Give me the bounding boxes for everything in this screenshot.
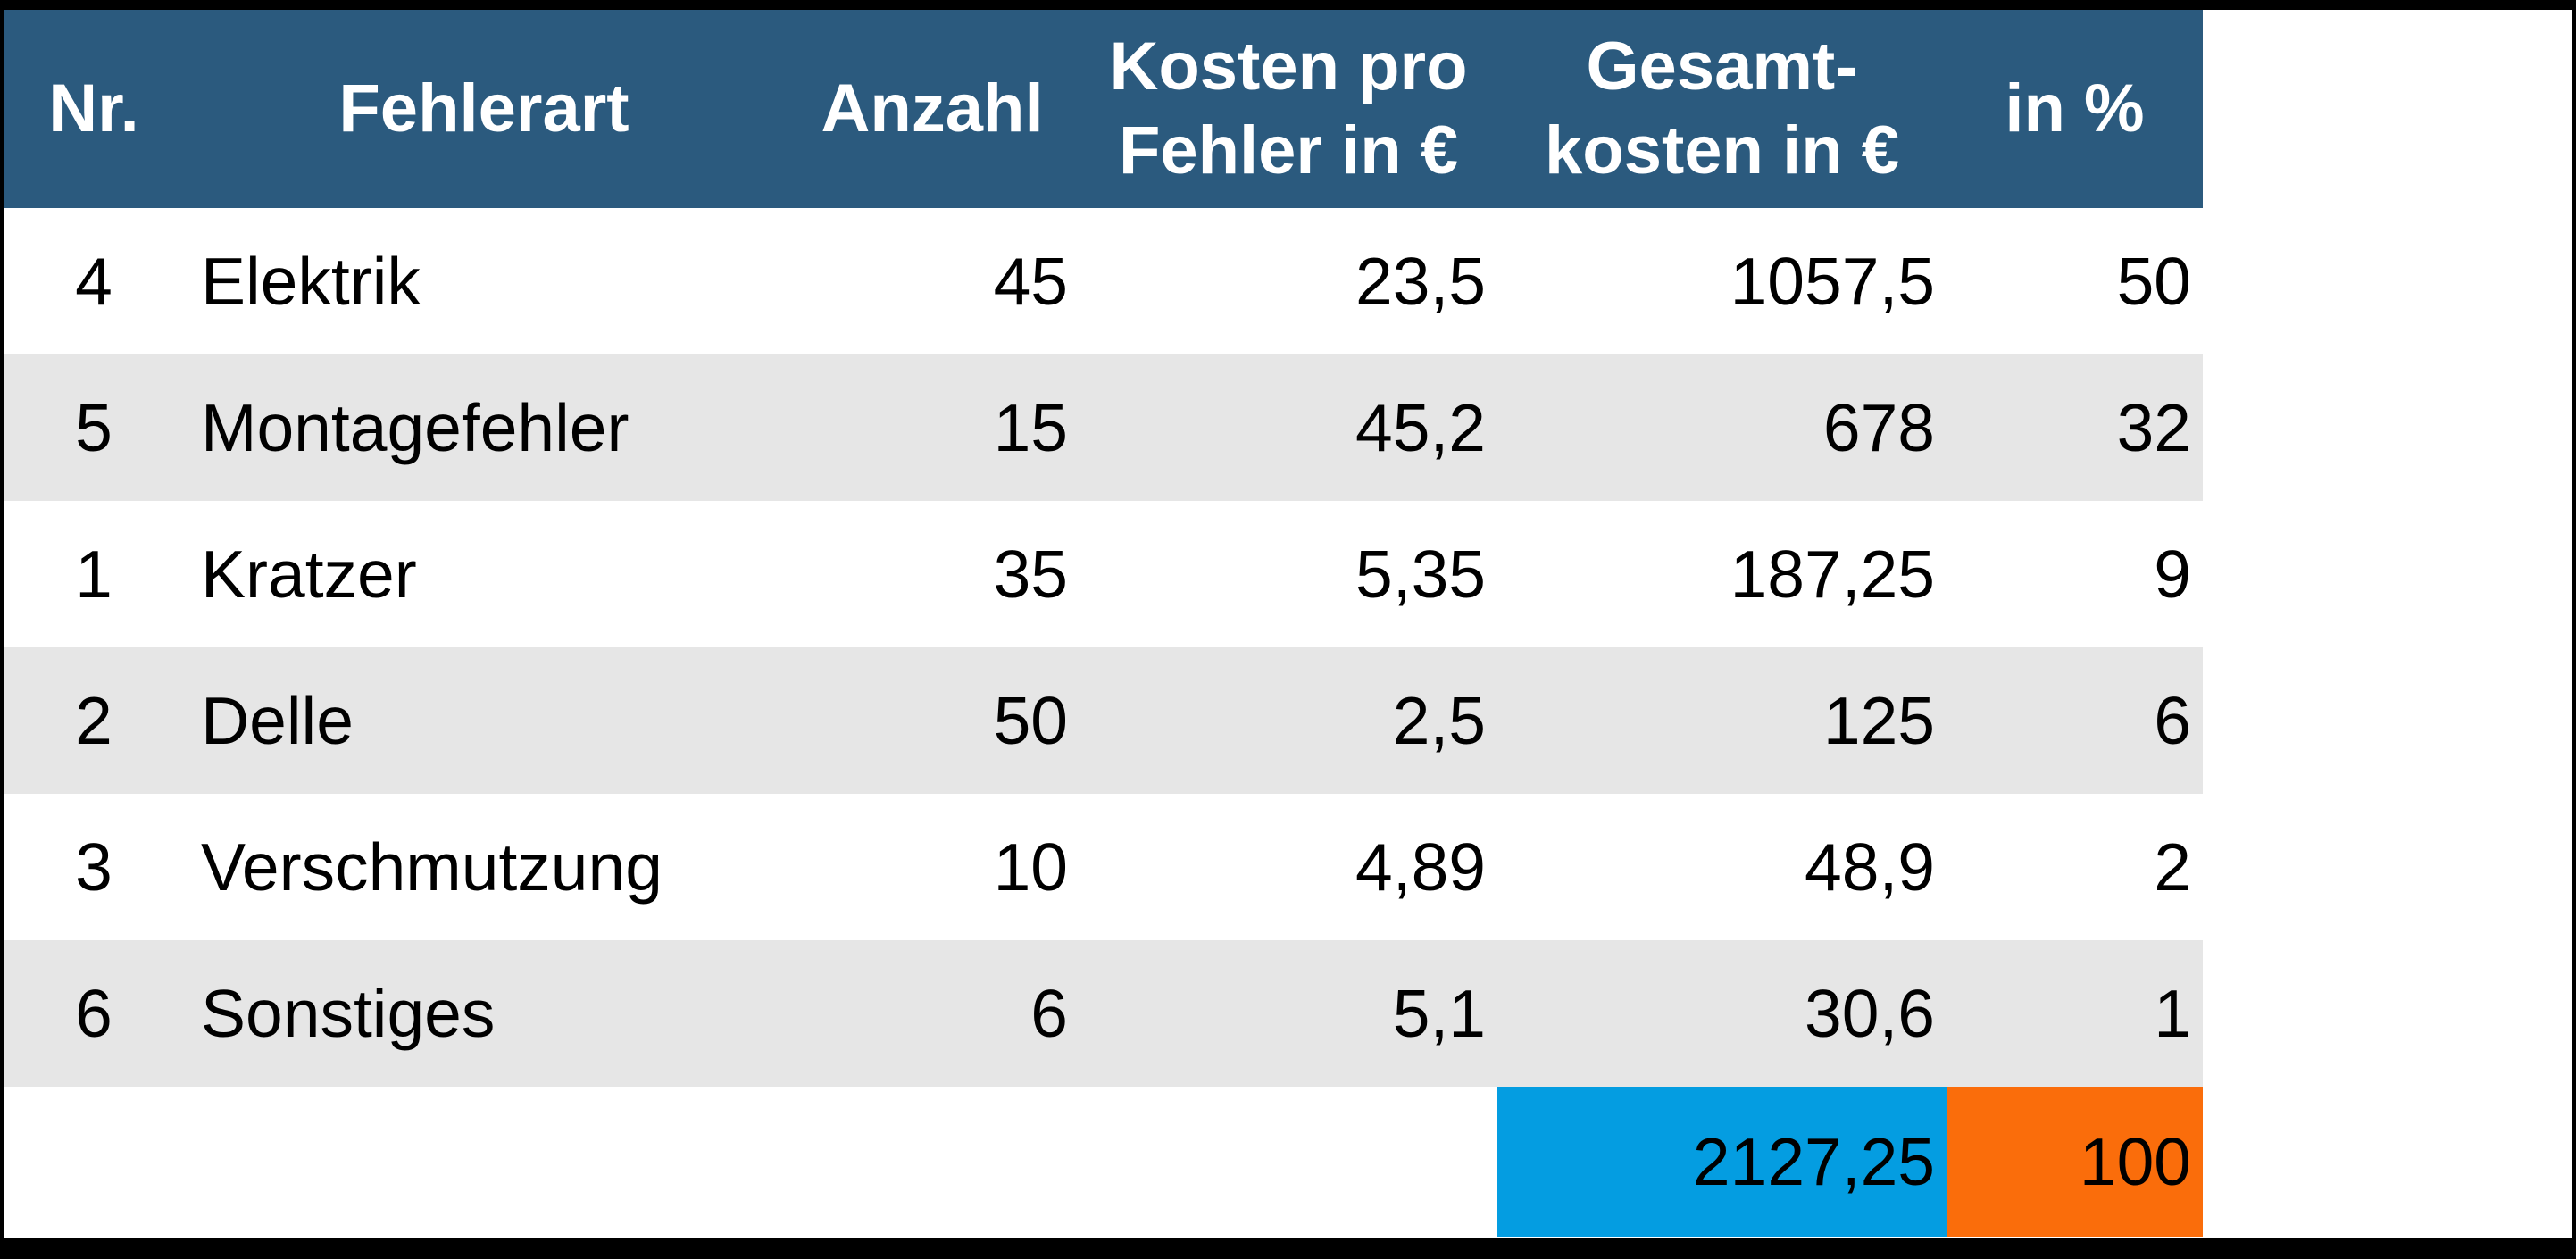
cell-nr: 6 — [4, 940, 183, 1087]
content-area: Nr. Fehlerart Anzahl Kosten pro Fehler i… — [4, 10, 2572, 1238]
cell-gesamtkosten: 187,25 — [1730, 537, 1935, 612]
cell-fehlerart: Elektrik — [201, 244, 421, 319]
cell-kosten: 45,2 — [1080, 354, 1497, 501]
cell-nr: 5 — [4, 354, 183, 501]
header-gesamtkosten: Gesamt- kosten in € — [1497, 10, 1947, 208]
table-row: 2 Delle 50 2,5 125 6 — [4, 647, 2203, 794]
header-anzahl: Anzahl — [785, 10, 1080, 208]
header-kosten-pro-fehler: Kosten pro Fehler in € — [1080, 10, 1497, 208]
cell-anzahl: 35 — [993, 537, 1068, 612]
cell-nr: 4 — [75, 244, 113, 319]
table-body: 4 Elektrik 45 23,5 1057,5 50 5 Montagefe… — [4, 208, 2203, 1087]
table-row: 1 Kratzer 35 5,35 187,25 9 — [4, 501, 2203, 647]
cell-prozent: 2 — [2154, 830, 2191, 905]
cell-prozent: 50 — [2116, 244, 2191, 319]
cell-gesamtkosten: 125 — [1497, 647, 1947, 794]
header-prozent: in % — [1947, 10, 2203, 208]
cell-gesamtkosten: 678 — [1497, 354, 1947, 501]
total-percent-cell: 100 — [1947, 1087, 2203, 1237]
table-footer-row: 2127,25 100 — [4, 1087, 2203, 1237]
cell-prozent: 6 — [1947, 647, 2203, 794]
cell-fehlerart: Kratzer — [201, 537, 417, 612]
footer-empty-nr — [4, 1087, 183, 1237]
cell-anzahl: 50 — [785, 647, 1080, 794]
cell-kosten: 2,5 — [1080, 647, 1497, 794]
cell-fehlerart: Montagefehler — [183, 354, 785, 501]
table-row: 4 Elektrik 45 23,5 1057,5 50 — [4, 208, 2203, 354]
cell-anzahl: 45 — [993, 244, 1068, 319]
footer-empty-fehlerart — [183, 1087, 785, 1237]
footer-empty-kosten — [1080, 1087, 1497, 1237]
defect-cost-table: Nr. Fehlerart Anzahl Kosten pro Fehler i… — [4, 10, 2203, 1237]
total-cost-cell: 2127,25 — [1497, 1087, 1947, 1237]
cell-gesamtkosten: 48,9 — [1805, 830, 1935, 905]
cell-prozent: 1 — [1947, 940, 2203, 1087]
table-row: 6 Sonstiges 6 5,1 30,6 1 — [4, 940, 2203, 1087]
cell-kosten: 5,1 — [1080, 940, 1497, 1087]
cell-anzahl: 15 — [785, 354, 1080, 501]
footer-empty-anzahl — [785, 1087, 1080, 1237]
cell-prozent: 32 — [1947, 354, 2203, 501]
cell-prozent: 9 — [2154, 537, 2191, 612]
cell-nr: 3 — [75, 830, 113, 905]
table-row: 5 Montagefehler 15 45,2 678 32 — [4, 354, 2203, 501]
table-header-row: Nr. Fehlerart Anzahl Kosten pro Fehler i… — [4, 10, 2203, 208]
header-fehlerart: Fehlerart — [183, 10, 785, 208]
cell-anzahl: 10 — [993, 830, 1068, 905]
table-row: 3 Verschmutzung 10 4,89 48,9 2 — [4, 794, 2203, 940]
cell-anzahl: 6 — [785, 940, 1080, 1087]
cell-gesamtkosten: 30,6 — [1497, 940, 1947, 1087]
header-nr: Nr. — [4, 10, 183, 208]
cell-fehlerart: Delle — [183, 647, 785, 794]
cell-kosten: 23,5 — [1355, 244, 1486, 319]
cell-fehlerart: Verschmutzung — [201, 830, 663, 905]
cell-kosten: 4,89 — [1355, 830, 1486, 905]
cell-gesamtkosten: 1057,5 — [1730, 244, 1935, 319]
cell-kosten: 5,35 — [1355, 537, 1486, 612]
cell-nr: 1 — [75, 537, 113, 612]
cell-fehlerart: Sonstiges — [183, 940, 785, 1087]
cell-nr: 2 — [4, 647, 183, 794]
